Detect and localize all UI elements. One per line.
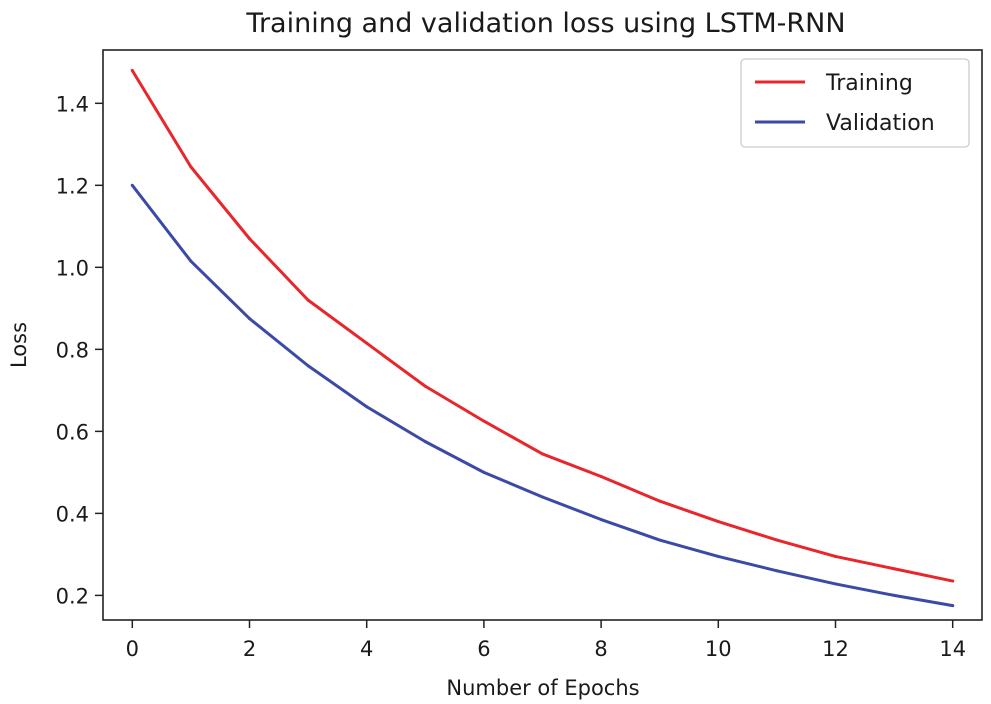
legend: Training Validation: [740, 58, 970, 148]
data-point-training: [775, 538, 779, 542]
data-point-validation: [130, 183, 134, 187]
legend-label-validation: Validation: [826, 111, 935, 136]
x-tick-label: 2: [243, 637, 256, 661]
x-axis-ticks: 0 2 4 6 8 10 12 14: [126, 620, 966, 661]
data-point-validation: [599, 518, 603, 522]
data-point-training: [189, 165, 193, 169]
data-point-training: [423, 384, 427, 388]
data-point-validation: [892, 593, 896, 597]
series-layer: [130, 69, 955, 608]
y-tick-label: 1.4: [56, 92, 89, 116]
data-point-validation: [306, 364, 310, 368]
data-point-training: [541, 452, 544, 456]
data-point-training: [365, 341, 369, 345]
data-point-validation: [658, 538, 662, 542]
x-tick-label: 12: [822, 637, 849, 661]
y-tick-label: 1.0: [56, 256, 89, 280]
data-point-training: [599, 474, 603, 478]
y-axis-label: Loss: [7, 322, 31, 368]
y-tick-label: 0.6: [56, 420, 89, 444]
data-point-training: [892, 567, 896, 571]
data-point-training: [658, 499, 662, 503]
data-point-training: [716, 520, 720, 524]
x-tick-label: 0: [126, 637, 139, 661]
x-tick-label: 6: [477, 637, 490, 661]
data-point-training: [482, 419, 486, 423]
data-point-validation: [248, 317, 251, 321]
data-point-validation: [951, 604, 955, 608]
data-point-training: [951, 579, 955, 583]
data-point-training: [248, 237, 251, 241]
data-point-training: [130, 69, 134, 72]
y-axis-ticks: 0.2 0.4 0.6 0.8 1.0 1.2 1.4: [56, 92, 103, 608]
y-tick-label: 0.4: [56, 502, 89, 526]
plot-area-frame: [102, 49, 983, 621]
series-line-validation: [130, 183, 955, 608]
chart-title: Training and validation loss using LSTM-…: [245, 8, 845, 39]
data-point-validation: [189, 259, 193, 263]
x-axis-label: Number of Epochs: [446, 676, 639, 700]
data-point-validation: [365, 405, 369, 409]
x-tick-label: 10: [705, 637, 732, 661]
data-point-validation: [716, 554, 720, 558]
x-tick-label: 4: [360, 637, 373, 661]
x-tick-label: 8: [594, 637, 607, 661]
y-tick-label: 1.2: [56, 174, 89, 198]
data-point-validation: [482, 470, 486, 474]
data-point-validation: [423, 440, 427, 444]
legend-label-training: Training: [825, 71, 913, 96]
data-point-training: [306, 298, 310, 302]
x-tick-label: 14: [939, 637, 966, 661]
y-tick-label: 0.8: [56, 338, 89, 362]
data-point-validation: [775, 569, 779, 573]
data-point-training: [834, 554, 837, 558]
y-tick-label: 0.2: [56, 584, 89, 608]
data-point-validation: [834, 582, 837, 586]
data-point-validation: [541, 495, 544, 499]
